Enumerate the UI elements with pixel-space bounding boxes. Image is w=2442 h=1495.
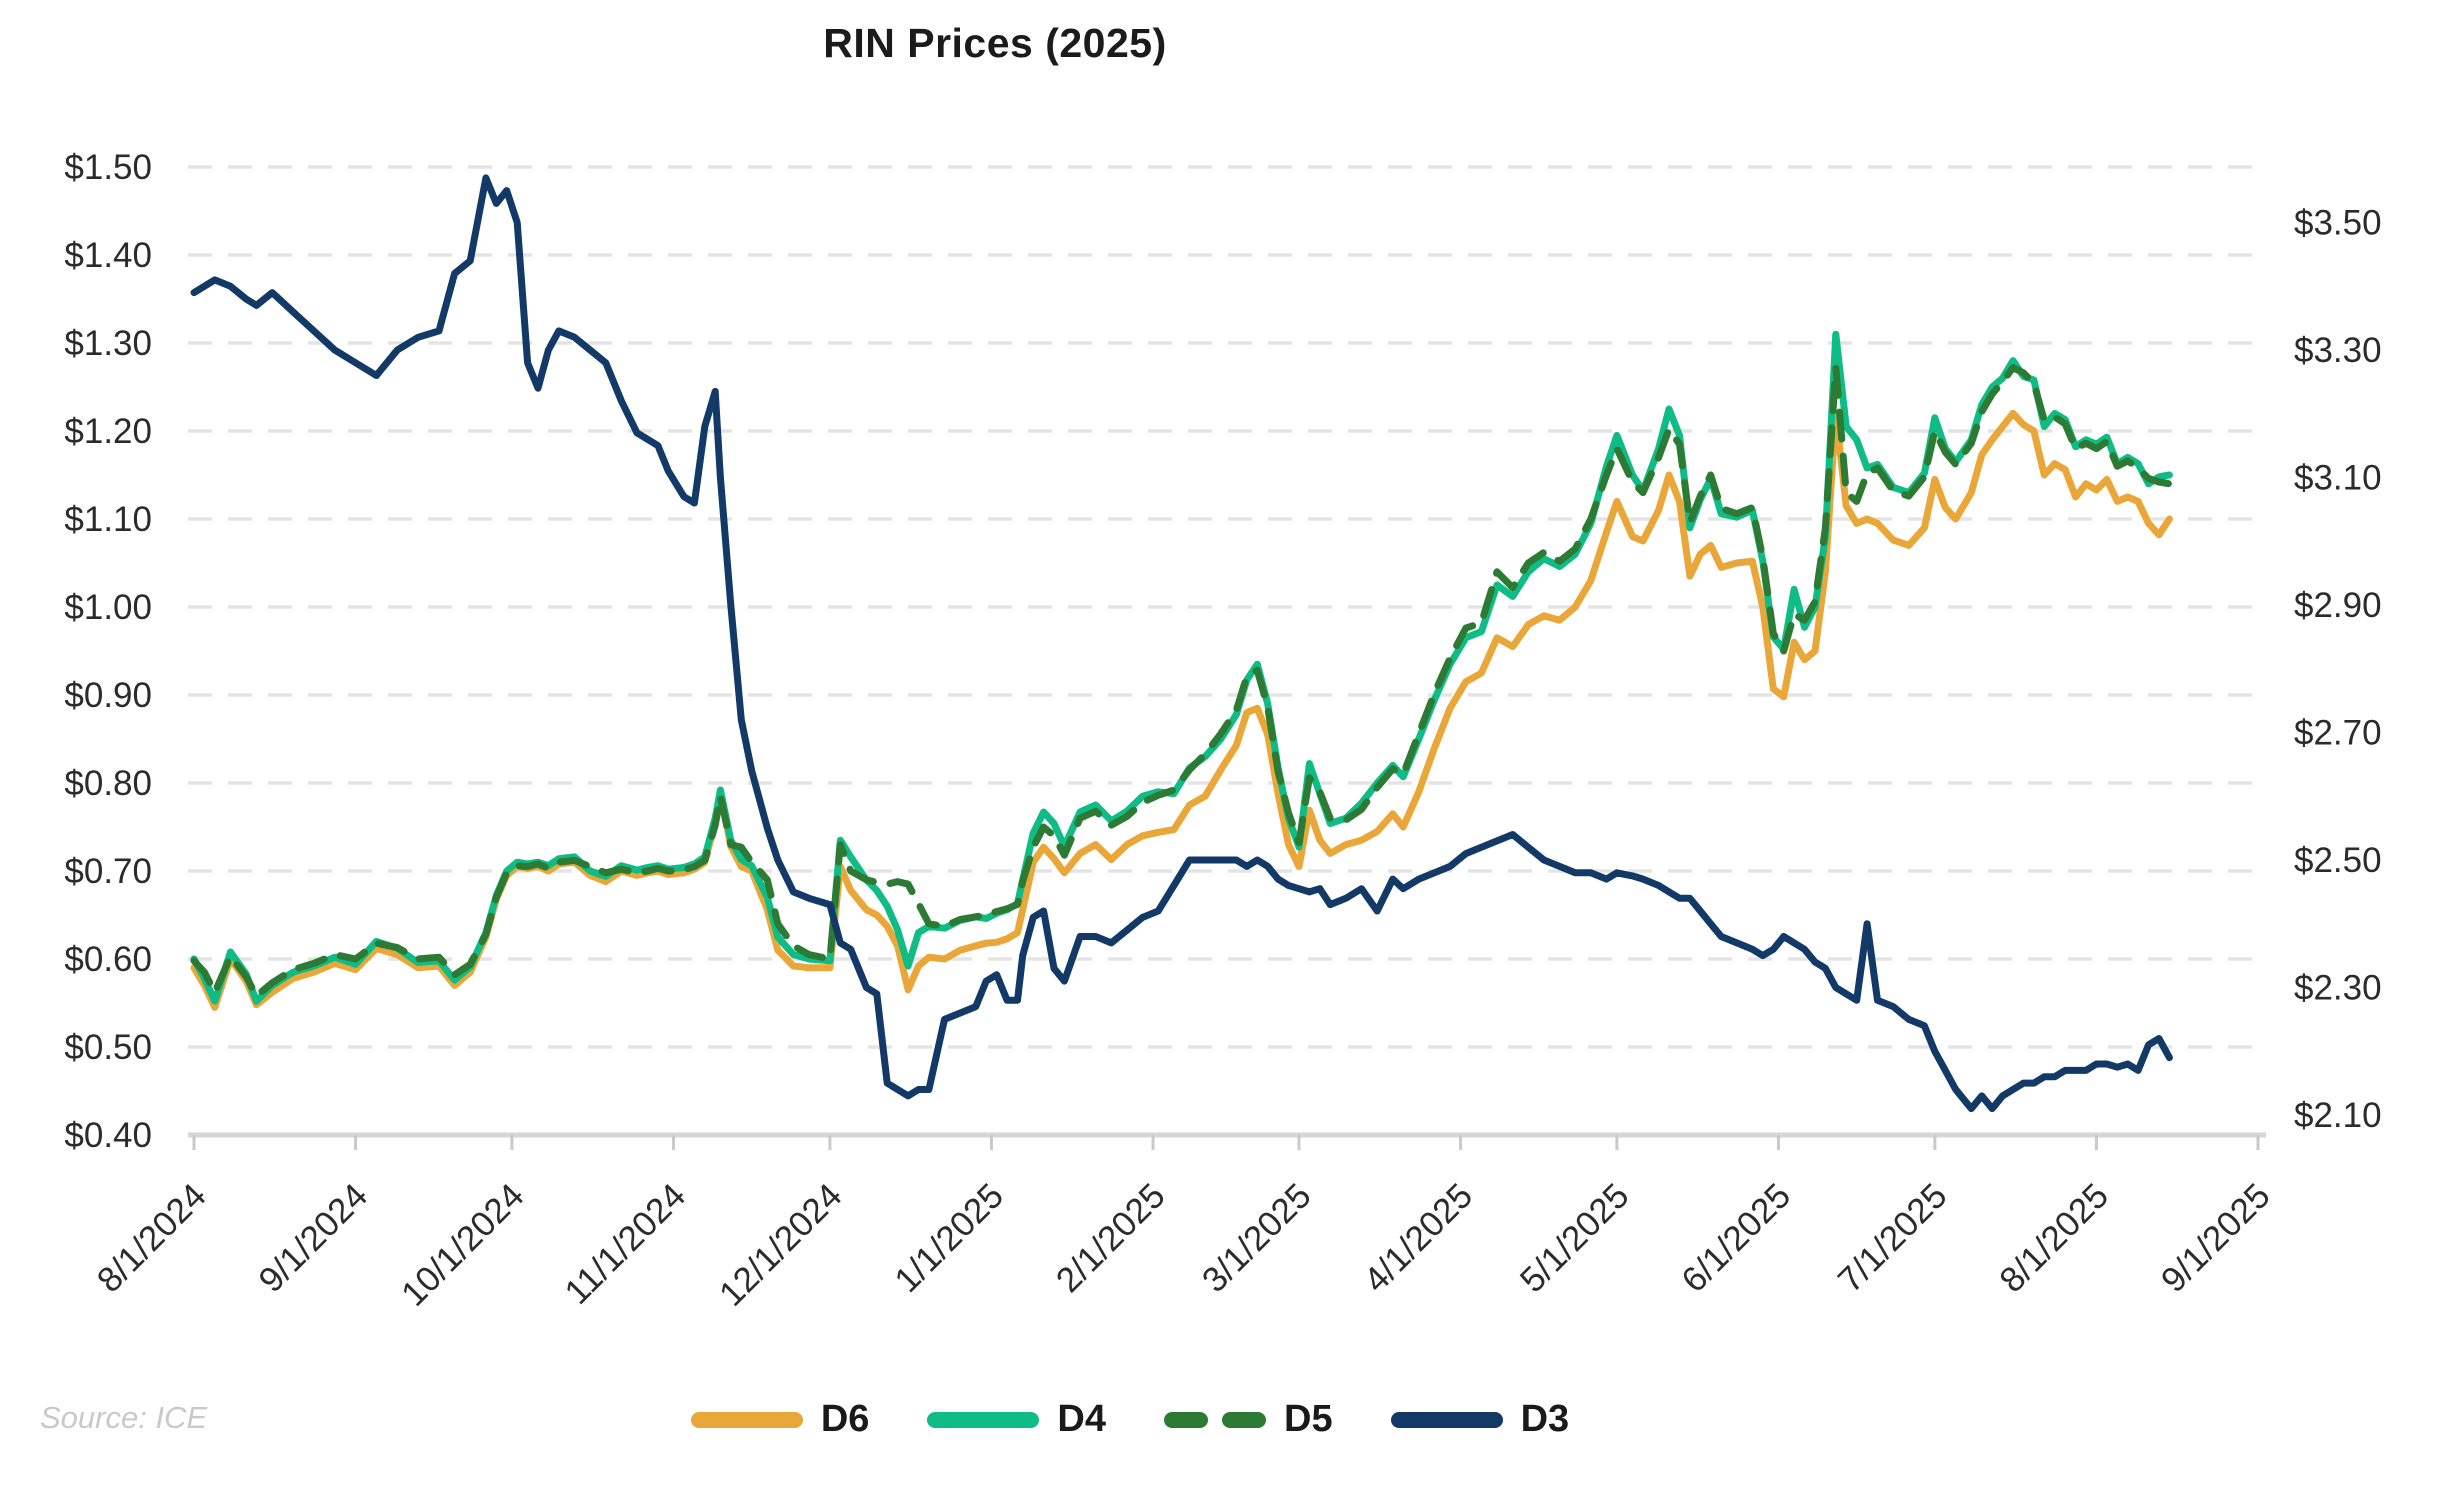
left-axis-label: $1.20 [64,412,152,451]
x-axis-label: 7/1/2025 [1831,1176,1955,1300]
left-axis-label: $0.50 [64,1028,152,1067]
legend-item-d6: D6 [690,1398,870,1441]
left-axis-label: $1.10 [64,500,152,539]
x-axis-label: 12/1/2024 [712,1176,850,1314]
legend-item-d5: D5 [1164,1398,1333,1441]
legend-swatch-d4-line-icon [927,1411,1040,1428]
x-axis-label: 11/1/2024 [557,1176,693,1312]
right-axis-label: $3.10 [2294,459,2382,498]
x-axis-label: 9/1/2025 [2154,1176,2278,1300]
x-axis-label: 9/1/2024 [251,1176,375,1300]
legend-swatch-d5-dashed-line-icon [1164,1411,1266,1428]
right-axis-label: $2.70 [2294,714,2382,753]
chart-title: RIN Prices (2025) [823,20,1167,66]
left-axis-label: $0.70 [64,852,152,891]
legend-item-d4: D4 [927,1398,1106,1441]
right-axis-label: $2.30 [2294,969,2382,1008]
left-axis-label: $0.60 [64,940,152,979]
left-axis-label: $1.40 [64,236,152,275]
right-axis-label: $2.10 [2294,1096,2382,1135]
legend-label-d5: D5 [1284,1398,1333,1440]
legend: D6 D4 D5 D3 [0,1398,2260,1441]
left-axis-label: $1.50 [64,148,152,187]
x-axis-label: 2/1/2025 [1049,1176,1173,1300]
legend-swatch-d6-line-icon [690,1411,803,1428]
legend-label-d6: D6 [820,1398,870,1440]
left-axis-label: $0.40 [64,1116,152,1155]
right-axis-label: $3.50 [2294,204,2382,243]
right-axis-label: $2.50 [2294,841,2382,880]
legend-label-d4: D4 [1057,1398,1106,1440]
left-axis-label: $0.90 [64,676,152,715]
legend-swatch-d3-line-icon [1390,1411,1503,1428]
right-axis-label: $2.90 [2294,586,2382,625]
x-axis-label: 1/1/2025 [887,1176,1011,1300]
x-axis-label: 4/1/2025 [1356,1176,1480,1300]
x-axis-label: 3/1/2025 [1195,1176,1319,1300]
x-axis-label: 8/1/2024 [90,1176,214,1300]
source-note: Source: ICE [40,1400,208,1435]
series-line-d5 [190,364,2173,1000]
x-axis-label: 8/1/2025 [1992,1176,2116,1300]
right-axis-label: $3.30 [2294,331,2382,370]
left-axis-label: $1.00 [64,588,152,627]
x-axis-label: 10/1/2024 [394,1176,532,1314]
legend-label-d3: D3 [1520,1398,1570,1440]
left-axis-label: $0.80 [64,764,152,803]
x-axis-label: 5/1/2025 [1513,1176,1637,1300]
left-axis-label: $1.30 [64,324,152,363]
series-line-d4 [190,330,2173,1005]
legend-item-d3: D3 [1390,1398,1570,1441]
series-line-d3 [190,174,2173,1113]
x-axis-label: 6/1/2025 [1674,1176,1798,1300]
